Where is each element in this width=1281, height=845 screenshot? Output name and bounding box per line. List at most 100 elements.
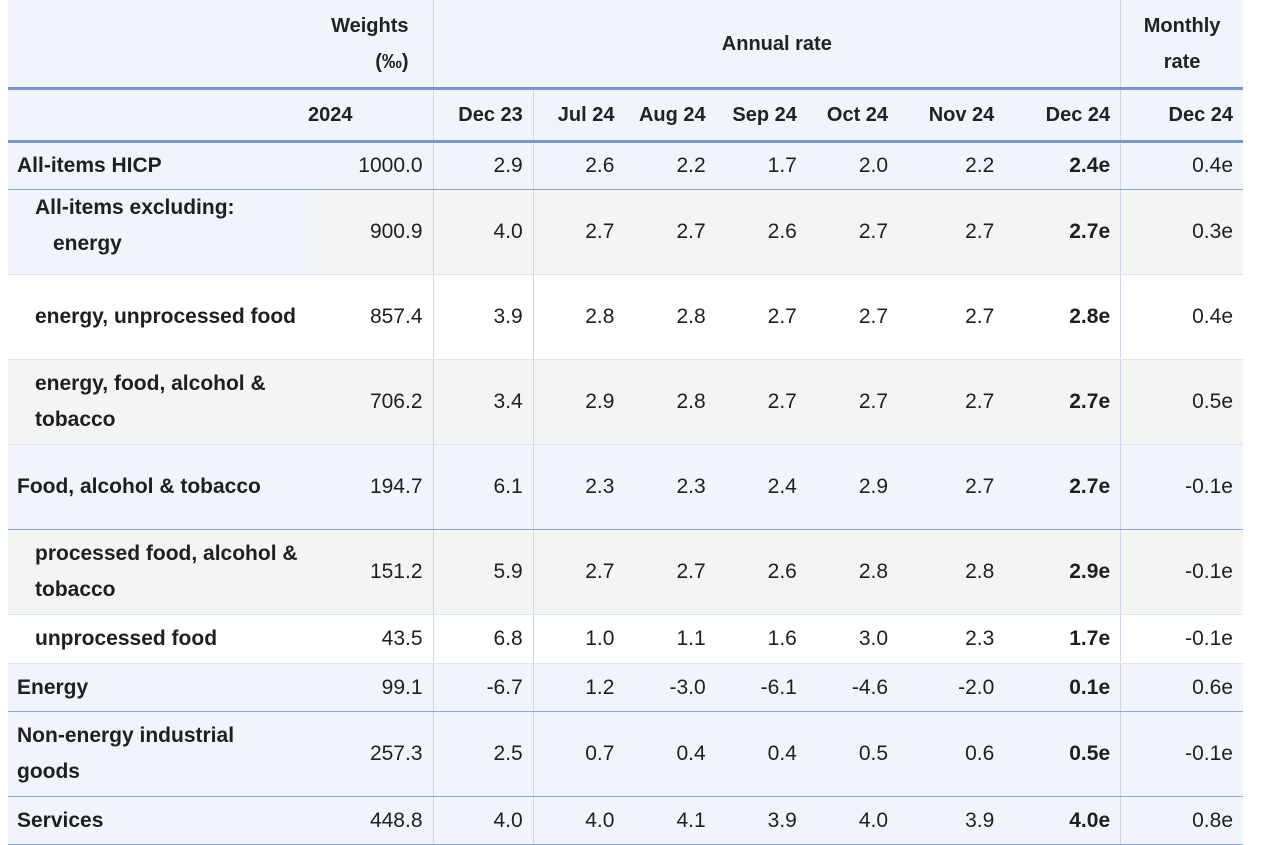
cell: 2.7: [806, 359, 899, 445]
cell: 0.1e: [1004, 663, 1121, 712]
cell: 2.8e: [1004, 274, 1121, 360]
column-header: Dec 24: [1120, 88, 1243, 143]
column-header: Oct 24: [806, 88, 899, 143]
table-row: energy, unprocessed food 857.4 3.9 2.8 2.…: [8, 274, 1243, 360]
table-row: processed food, alcohol & tobacco 151.2 5…: [8, 529, 1243, 615]
cell: 0.5e: [1120, 359, 1243, 445]
cell: 2.3: [624, 444, 716, 530]
cell: -2.0: [898, 663, 1005, 712]
weight-cell: 448.8: [369, 808, 423, 832]
cell: 2.6: [532, 141, 625, 190]
cell: 4.0: [806, 796, 899, 845]
cell: 2.7: [624, 189, 716, 275]
cell: 2.9e: [1004, 529, 1121, 615]
cell: 6.8: [432, 614, 534, 664]
cell: 0.4: [715, 711, 807, 797]
cell: 0.5e: [1004, 711, 1121, 797]
cell: -6.7: [432, 663, 534, 712]
table-row: Food, alcohol & tobacco 194.7 6.1 2.3 2.3…: [8, 444, 1243, 530]
row-label: All-items HICP: [17, 154, 162, 177]
cell: 2.9: [806, 444, 899, 530]
cell: 2.8: [532, 274, 625, 360]
row-label: energy, unprocessed food: [8, 275, 300, 359]
cell: 0.6: [898, 711, 1005, 797]
cell: 2.4: [715, 444, 807, 530]
cell: -6.1: [715, 663, 807, 712]
column-header: Sep 24: [715, 88, 807, 143]
cell: 2.7e: [1004, 359, 1121, 445]
cell: 0.4e: [1120, 141, 1243, 190]
table-row: Energy 99.1 -6.7 1.2 -3.0 -6.1 -4.6 -2.0 …: [8, 663, 1243, 712]
cell: 2.8: [624, 359, 716, 445]
row-label: processed food, alcohol & tobacco: [8, 530, 300, 614]
cell: 2.2: [898, 141, 1005, 190]
cell: 2.8: [898, 529, 1005, 615]
cell: 0.3e: [1120, 189, 1243, 275]
table-row: energy, food, alcohol & tobacco 706.2 3.4…: [8, 359, 1243, 445]
row-label-sub: energy: [53, 232, 122, 255]
cell: -0.1e: [1120, 529, 1243, 615]
cell: 2.7e: [1004, 444, 1121, 530]
cell: 2.7: [898, 444, 1005, 530]
column-header: Dec 24: [1004, 88, 1121, 143]
cell: 0.7: [532, 711, 625, 797]
table-row: Services 448.8 4.0 4.0 4.1 3.9 4.0 3.9 4.…: [8, 796, 1243, 845]
cell: 3.9: [715, 796, 807, 845]
row-label: Food, alcohol & tobacco: [17, 475, 261, 498]
table-row: unprocessed food 43.5 6.8 1.0 1.1 1.6 3.0…: [8, 614, 1243, 664]
cell: 4.0: [432, 796, 534, 845]
row-label: Energy: [17, 675, 89, 699]
cell: 2.8: [624, 274, 716, 360]
row-label: Services: [17, 808, 104, 832]
cell: 2.9: [432, 141, 534, 190]
cell: -0.1e: [1120, 444, 1243, 530]
annual-rate-header: Annual rate: [432, 0, 1121, 90]
cell: -4.6: [806, 663, 899, 712]
cell: 2.7: [715, 359, 807, 445]
cell: 2.7: [532, 189, 625, 275]
cell: 2.4e: [1004, 141, 1121, 190]
weights-header: Weights (‰): [8, 0, 434, 90]
cell: 3.9: [432, 274, 534, 360]
weight-cell: 900.9: [318, 190, 433, 274]
column-header: Nov 24: [898, 88, 1005, 143]
cell: 3.0: [806, 614, 899, 664]
weight-cell: 706.2: [300, 360, 433, 444]
cell: 0.4e: [1120, 274, 1243, 360]
cell: 5.9: [432, 529, 534, 615]
cell: 2.7: [898, 189, 1005, 275]
weight-cell: 43.5: [300, 615, 433, 663]
cell: 0.5: [806, 711, 899, 797]
row-label: All-items excluding:: [35, 196, 235, 219]
cell: 0.8e: [1120, 796, 1243, 845]
cell: 2.9: [532, 359, 625, 445]
cell: 2.3: [898, 614, 1005, 664]
cell: 1.7: [715, 141, 807, 190]
weight-cell: 857.4: [300, 275, 433, 359]
cell: 2.7: [898, 274, 1005, 360]
weight-cell: 99.1: [381, 675, 423, 699]
table-row: Non-energy industrial goods 257.3 2.5 0.7…: [8, 711, 1243, 797]
cell: 2.7: [715, 274, 807, 360]
weight-cell: 194.7: [369, 475, 423, 498]
cell: -3.0: [624, 663, 716, 712]
cell: 0.6e: [1120, 663, 1243, 712]
row-label: unprocessed food: [8, 615, 300, 663]
row-label: energy, food, alcohol & tobacco: [8, 360, 300, 444]
cell: 4.0: [432, 189, 534, 275]
cell: 2.7: [806, 189, 899, 275]
column-header: Jul 24: [532, 88, 625, 143]
cell: 2.5: [432, 711, 534, 797]
cell: 2.7: [532, 529, 625, 615]
row-label: Non-energy industrial goods: [17, 724, 235, 783]
weight-cell: 1000.0: [358, 154, 423, 177]
cell: 2.7: [806, 274, 899, 360]
cell: 2.0: [806, 141, 899, 190]
cell: 3.4: [432, 359, 534, 445]
cell: -0.1e: [1120, 711, 1243, 797]
cell: 2.6: [715, 529, 807, 615]
column-header: 2024: [8, 88, 434, 143]
table-row: All-items excluding: energy 900.9 4.0 2.7 …: [8, 189, 1243, 275]
column-header: Dec 23: [432, 88, 534, 143]
cell: 1.7e: [1004, 614, 1121, 664]
